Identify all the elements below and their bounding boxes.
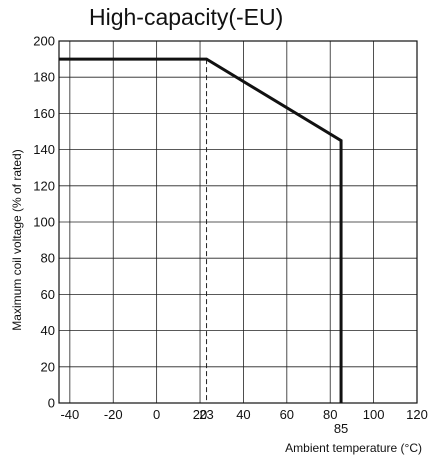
y-tick-label: 160 (33, 106, 55, 121)
chart-title: High-capacity(-EU) (89, 4, 284, 30)
y-tick-labels: 0 20 40 60 80 100 120 140 160 180 200 (33, 34, 55, 411)
y-tick-label: 0 (48, 396, 55, 411)
y-axis-label: Maximum coil voltage (% of rated) (10, 149, 24, 330)
y-tick-label: 60 (41, 287, 55, 302)
y-tick-label: 100 (33, 215, 55, 230)
series-group (59, 57, 343, 403)
x-tick-label: 20 (193, 407, 207, 422)
y-tick-label: 140 (33, 142, 55, 157)
x-tick-label-85: 85 (334, 421, 348, 436)
x-tick-label: 23 (199, 407, 213, 422)
y-tick-label: 40 (41, 323, 55, 338)
x-tick-label: 120 (406, 407, 428, 422)
plot-frame (58, 40, 418, 404)
y-tick-label: 20 (41, 359, 55, 374)
x-axis-label: Ambient temperature (°C) (285, 441, 422, 455)
y-tick-label: 80 (41, 251, 55, 266)
x-tick-label: -20 (104, 407, 123, 422)
x-tick-label: 80 (323, 407, 337, 422)
y-tick-label: 200 (33, 34, 55, 49)
x-tick-label: 0 (153, 407, 160, 422)
x-tick-label: 100 (363, 407, 385, 422)
x-tick-label: 60 (280, 407, 294, 422)
grid-lines (59, 41, 417, 403)
y-tick-label: 120 (33, 178, 55, 193)
series-line (59, 57, 343, 403)
y-tick-label: 180 (33, 70, 55, 85)
x-tick-label: -40 (60, 407, 79, 422)
x-tick-label: 40 (236, 407, 250, 422)
